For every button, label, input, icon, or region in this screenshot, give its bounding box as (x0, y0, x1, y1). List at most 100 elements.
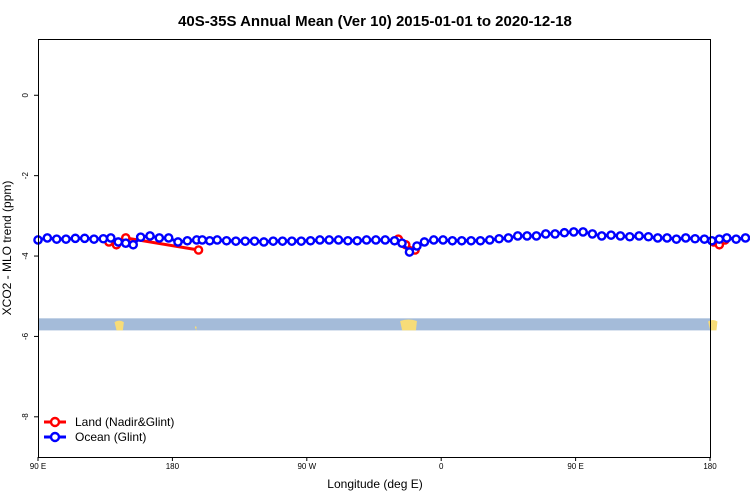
ocean-point (296, 236, 307, 246)
y-tick-label: -4 (21, 252, 30, 260)
ocean-point (484, 235, 495, 245)
ocean-point (634, 231, 644, 241)
ocean-point (128, 239, 138, 250)
ocean-point (662, 233, 672, 243)
x-tick-label: 90 E (30, 462, 46, 471)
legend-marker-0 (49, 416, 61, 428)
ocean-point (212, 235, 222, 245)
ocean-point (707, 235, 717, 246)
y-tick-label: -2 (21, 172, 30, 180)
plot-frame (38, 39, 711, 458)
ocean-point (61, 234, 71, 244)
y-tick-label: 0 (21, 92, 30, 97)
ocean-point (456, 235, 467, 246)
ocean-point (361, 235, 372, 245)
ocean-point (204, 235, 215, 246)
ocean-point (419, 237, 430, 247)
legend-marker-1 (49, 431, 61, 443)
x-tick-label: 90 W (297, 462, 316, 471)
ocean-point (531, 231, 542, 241)
ocean-point (512, 231, 523, 241)
ocean-point (559, 227, 570, 238)
ocean-point (98, 233, 109, 244)
ocean-point (51, 234, 62, 244)
ocean-point (42, 233, 53, 243)
ocean-point (277, 236, 288, 246)
ocean-point (380, 235, 391, 245)
ocean-point (494, 233, 504, 244)
ocean-point (475, 235, 486, 246)
ocean-point (606, 230, 616, 240)
y-axis-label: XCO2 - MLO trend (ppm) (0, 181, 14, 316)
ocean-point (652, 233, 663, 243)
x-tick-label: 0 (439, 462, 444, 471)
ocean-point (643, 231, 654, 242)
series-ocean (33, 227, 750, 257)
ocean-point (197, 235, 208, 245)
ocean-point (503, 233, 514, 243)
ocean-point (163, 233, 174, 243)
ocean-point (352, 235, 363, 246)
y-tick-label: -8 (21, 413, 30, 421)
ocean-point (113, 237, 124, 247)
ocean-point (690, 233, 700, 244)
ocean-point (722, 233, 732, 243)
ocean-point (540, 229, 551, 239)
ocean-point (79, 233, 90, 244)
ocean-point (173, 237, 183, 247)
ocean-point (550, 229, 560, 239)
ocean-point (343, 235, 353, 246)
x-tick-label: 180 (703, 462, 717, 471)
map-strip-ocean (39, 318, 710, 331)
map-land-0 (114, 320, 124, 331)
x-tick-label: 90 E (567, 462, 583, 471)
ocean-point (740, 233, 750, 243)
legend-label-1: Ocean (Glint) (75, 430, 146, 444)
y-axis: 0 -2 -4 -6 -8 (21, 92, 38, 420)
ocean-point (305, 235, 316, 246)
y-tick-label: -6 (21, 332, 30, 340)
ocean-point (714, 234, 725, 244)
ocean-point (315, 235, 325, 245)
ocean-point (231, 236, 241, 246)
ocean-point (412, 241, 422, 251)
ocean-point (522, 231, 532, 241)
ocean-point (287, 236, 297, 246)
ocean-point (389, 235, 400, 246)
ocean-point (671, 234, 682, 244)
ocean-point (397, 238, 407, 248)
map-land-2 (400, 319, 417, 331)
x-axis-label: Longitude (deg E) (327, 477, 422, 491)
ocean-point (145, 231, 155, 241)
ocean-point (135, 232, 146, 242)
x-axis: 90 E 180 90 W 0 90 E 180 (30, 457, 717, 471)
plot-area (33, 227, 750, 331)
legend-label-0: Land (Nadir&Glint) (75, 415, 174, 429)
land-point (193, 245, 204, 255)
ocean-point (731, 234, 741, 244)
ocean-point (221, 235, 232, 246)
ocean-point (371, 235, 381, 245)
x-tick-label: 180 (166, 462, 180, 471)
ocean-point (259, 237, 269, 247)
ocean-point (70, 233, 81, 244)
ocean-point (89, 234, 99, 244)
ocean-point (333, 235, 344, 245)
chart-title: 40S-35S Annual Mean (Ver 10) 2015-01-01 … (178, 13, 572, 30)
ocean-point (154, 233, 165, 243)
ocean-point (182, 235, 193, 246)
legend: Land (Nadir&Glint)Ocean (Glint) (44, 415, 174, 444)
ocean-point (587, 229, 598, 239)
ocean-point (624, 231, 635, 242)
ocean-point (249, 236, 260, 246)
ocean-point (447, 235, 458, 246)
ocean-point (268, 236, 279, 246)
ocean-point (568, 227, 579, 237)
ocean-point (106, 233, 116, 243)
ocean-point (240, 236, 250, 246)
ocean-point (680, 233, 691, 243)
ocean-point (578, 227, 588, 237)
ocean-point (596, 231, 607, 241)
ocean-point (404, 247, 415, 257)
